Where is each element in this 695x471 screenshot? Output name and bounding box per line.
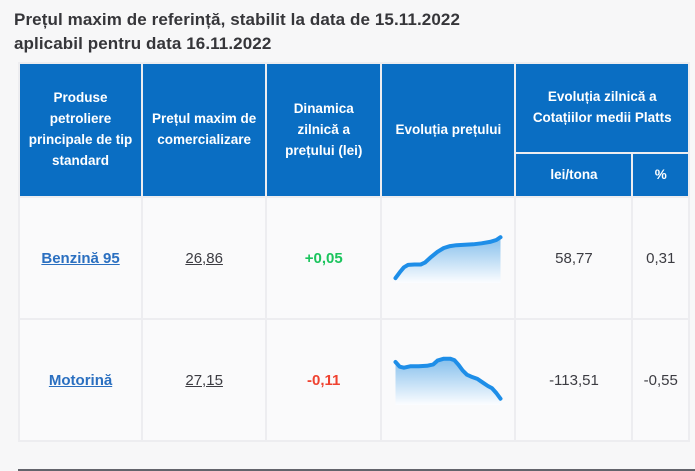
header-daily-dynamic: Dinamica zilnică a prețului (lei)	[267, 64, 381, 197]
platts-lei-value: -113,51	[516, 320, 632, 441]
evolution-cell	[382, 320, 515, 441]
header-price-evolution: Evoluția prețului	[382, 64, 515, 197]
price-evolution-chart	[393, 350, 503, 406]
daily-dynamic-value: -0,11	[267, 320, 381, 441]
header-platts-percent: %	[633, 154, 688, 197]
sparkline-svg	[393, 235, 503, 284]
product-cell: Motorină	[20, 320, 142, 441]
product-link-benzina-95[interactable]: Benzină 95	[41, 249, 120, 267]
platts-pct-value: -0,55	[633, 320, 688, 441]
daily-dynamic-value: +0,05	[267, 198, 381, 319]
page-title: Prețul maxim de referință, stabilit la d…	[14, 10, 461, 54]
fuel-price-table: Produse petroliere principale de tip sta…	[18, 62, 690, 443]
product-link-motorina[interactable]: Motorină	[48, 371, 113, 389]
header-products: Produse petroliere principale de tip sta…	[20, 64, 142, 197]
table-row-motorina: Motorină 27,15 -0,11 -113,51 -0,55	[20, 320, 688, 441]
evolution-cell	[382, 198, 515, 319]
header-platts: Evoluția zilnică a Cotațiilor medii Plat…	[516, 64, 688, 153]
price-evolution-chart	[393, 228, 503, 284]
header-platts-lei-tona: lei/tona	[516, 154, 632, 197]
max-price-cell: 27,15	[143, 320, 266, 441]
product-cell: Benzină 95	[20, 198, 142, 319]
max-price-value: 27,15	[185, 371, 223, 389]
max-price-value: 26,86	[185, 249, 223, 267]
sparkline-svg	[393, 356, 503, 406]
platts-pct-value: 0,31	[633, 198, 688, 319]
table-row-benzina-95: Benzină 95 26,86 +0,05 58,77 0,31	[20, 198, 688, 319]
platts-lei-value: 58,77	[516, 198, 632, 319]
max-price-cell: 26,86	[143, 198, 266, 319]
header-max-price: Prețul maxim de comercializare	[143, 64, 266, 197]
